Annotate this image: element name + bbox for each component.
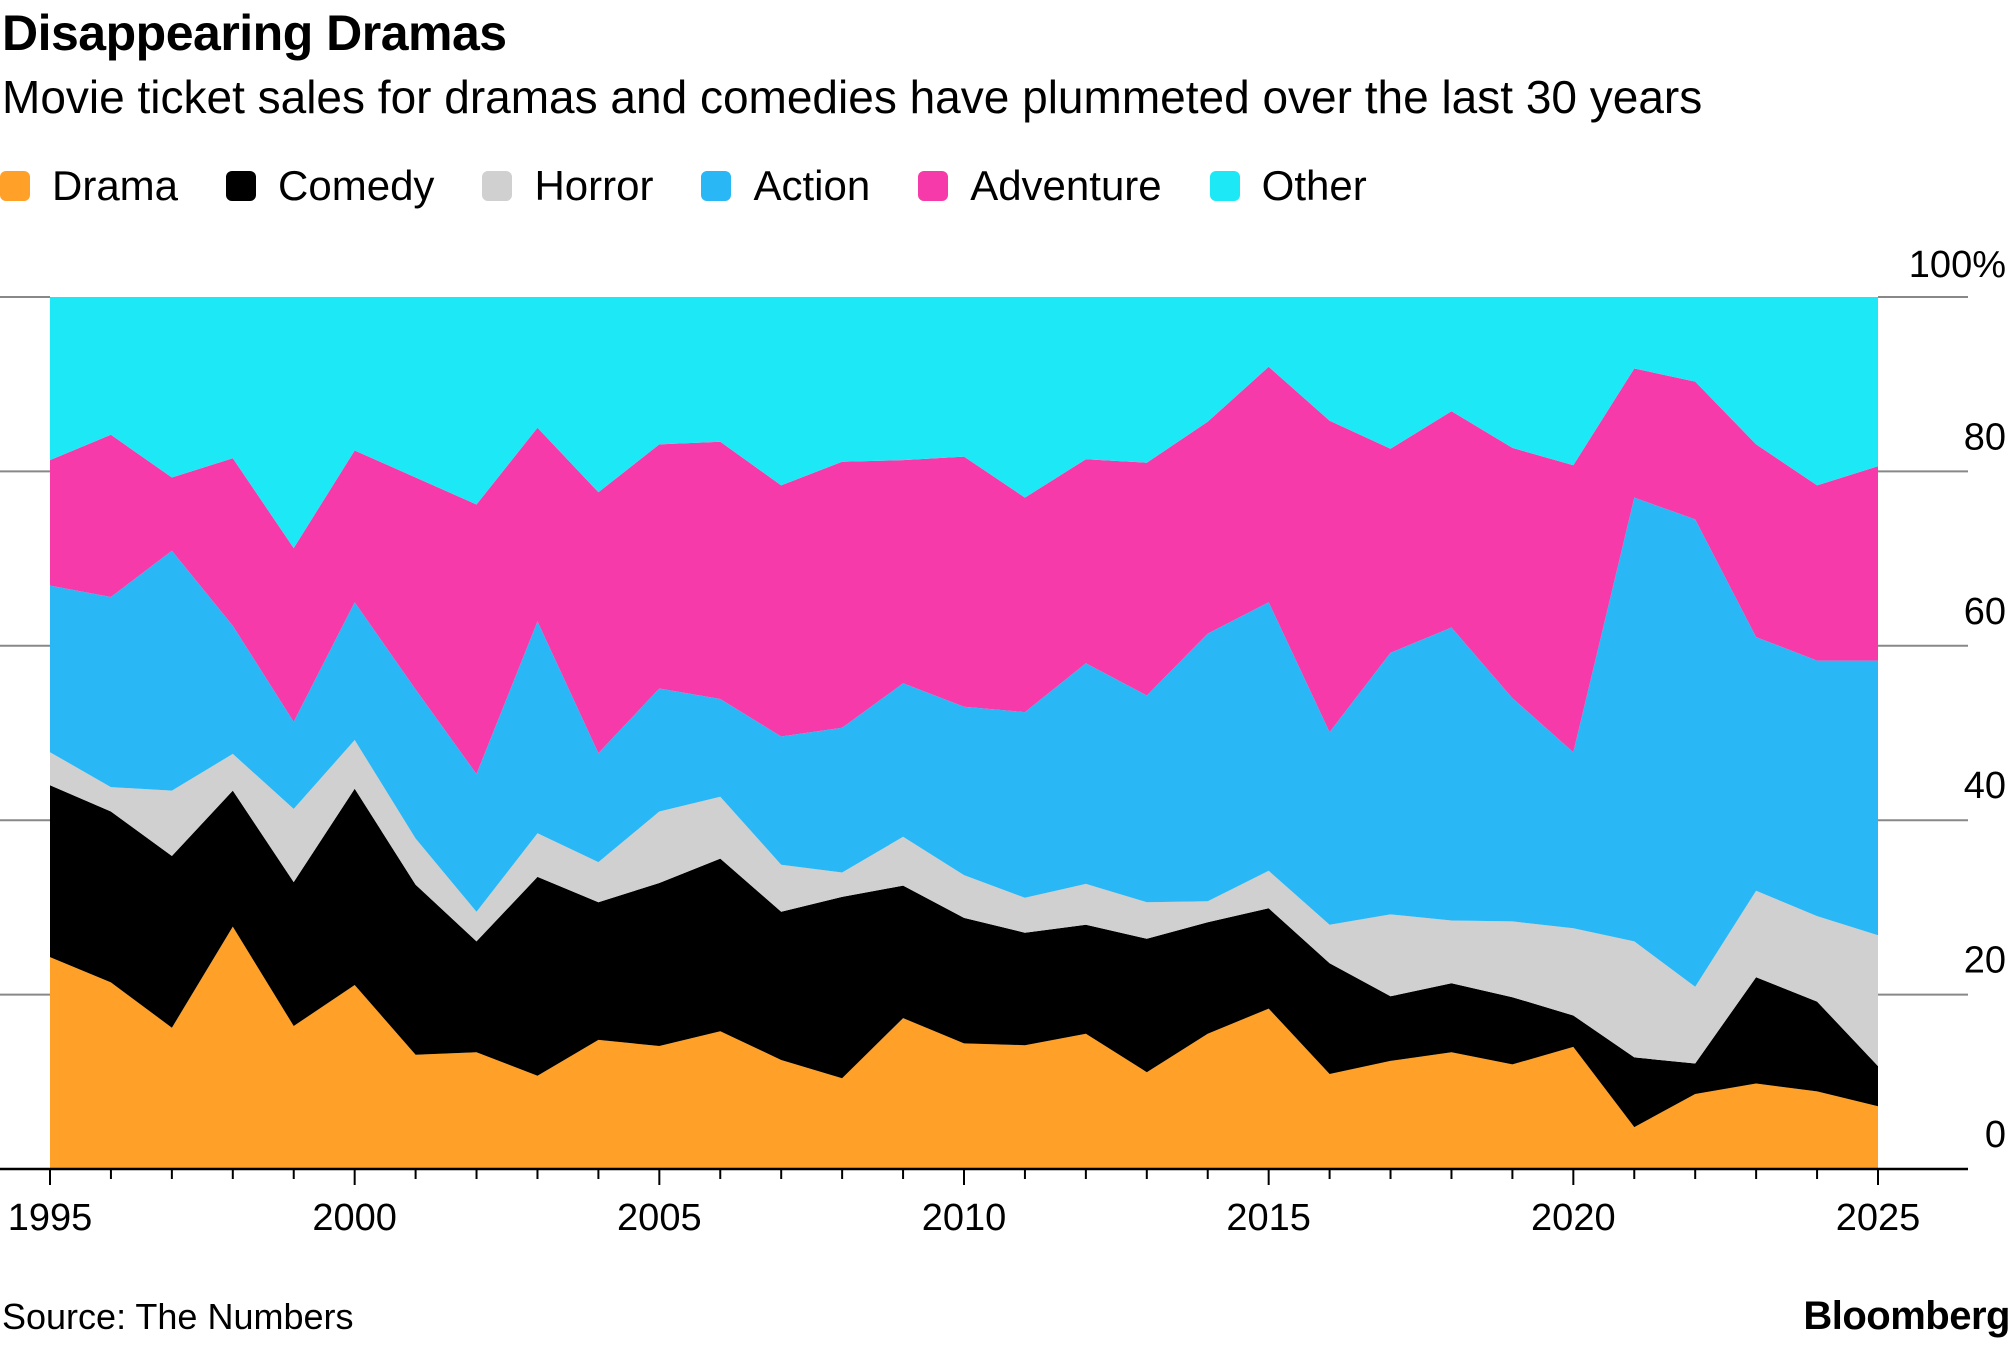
y-tick-label-0: 0 [1985,1114,2006,1156]
legend-swatch-drama [0,171,30,201]
chart-subtitle: Movie ticket sales for dramas and comedi… [2,71,1703,123]
x-tick-label-1995: 1995 [8,1197,93,1239]
legend-item-adventure: Adventure [918,162,1162,210]
x-tick-label-2000: 2000 [312,1197,397,1239]
y-axis-labels: 0 20 40 60 80 100% [1909,244,2006,1156]
legend-swatch-action [701,171,732,201]
x-tick-label-2005: 2005 [617,1197,702,1239]
legend-label-action: Action [753,162,871,209]
legend-item-comedy: Comedy [226,162,434,210]
y-tick-label-60: 60 [1964,591,2006,633]
area-adventure [50,366,1878,774]
x-tick-label-2020: 2020 [1531,1197,1616,1239]
x-tick-label-2015: 2015 [1226,1197,1311,1239]
area-comedy [50,785,1878,1128]
y-tick-label-80: 80 [1964,416,2006,458]
legend-label-drama: Drama [52,162,179,209]
legend-swatch-horror [482,171,513,201]
source-note: Source: The Numbers [2,1296,354,1337]
x-axis: 1995 2000 2005 2010 2015 2020 2025 [0,1167,1968,1239]
x-tick-label-2025: 2025 [1836,1197,1921,1239]
legend-label-other: Other [1261,162,1367,209]
gridlines [0,296,1968,996]
legend-item-horror: Horror [482,162,653,210]
area-layers [50,297,1878,1169]
y-tick-label-40: 40 [1964,765,2006,807]
legend-item-other: Other [1209,162,1367,210]
y-tick-label-20: 20 [1964,940,2006,982]
legend-label-comedy: Comedy [278,162,435,209]
legend-item-action: Action [701,162,870,210]
area-action [50,497,1878,987]
legend-swatch-adventure [918,171,949,201]
area-horror [50,740,1878,1067]
legend-item-drama: Drama [0,162,178,210]
y-tick-label-100: 100% [1909,244,2006,286]
area-drama [50,926,1878,1169]
x-tick-label-2010: 2010 [922,1197,1007,1239]
legend: Drama Comedy Horror Action Adventure Other [0,162,1415,210]
legend-label-horror: Horror [534,162,654,209]
legend-swatch-other [1209,171,1240,201]
area-other [50,297,1878,549]
legend-label-adventure: Adventure [970,162,1162,209]
chart-title: Disappearing Dramas [2,5,507,61]
legend-swatch-comedy [226,171,257,201]
bloomberg-logo: Bloomberg [1803,1294,2010,1338]
